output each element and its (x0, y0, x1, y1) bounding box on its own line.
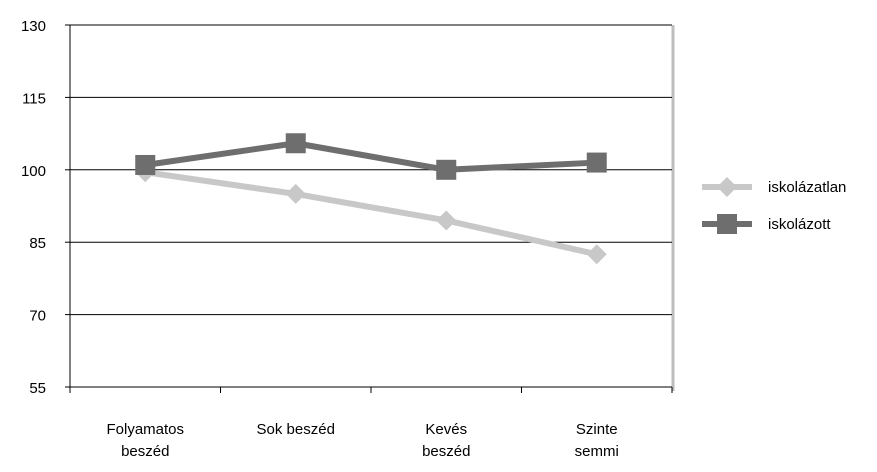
x-tick-label: Sok beszéd (257, 421, 335, 438)
y-tick-label: 70 (29, 308, 46, 325)
data-point-iskolázott (285, 133, 306, 154)
y-tick-label: 130 (21, 18, 46, 35)
x-axis-ticks: Folyamatos beszéd Sok beszéd Kevés beszéd Szi… (69, 387, 673, 460)
series-line-iskolázatlan (144, 169, 598, 258)
x-tick-label: Kevés beszéd (422, 421, 470, 460)
data-point-iskolázatlan (586, 244, 607, 265)
legend-label-iskolázott: iskolázott (768, 216, 831, 233)
y-tick-label: 115 (22, 90, 46, 107)
x-tick-label: Szinte semmi (575, 421, 619, 460)
series-group (135, 133, 607, 265)
legend-marker-iskolázott (717, 214, 737, 234)
data-point-iskolázott (586, 152, 607, 173)
data-point-iskolázatlan (436, 210, 457, 231)
legend-marker-iskolázatlan (717, 177, 737, 197)
series-line-iskolázott (144, 140, 597, 173)
gridlines (70, 24, 672, 316)
x-tick-label: Folyamatos beszéd (106, 421, 184, 460)
legend-label-iskolázatlan: iskolázatlan (768, 179, 846, 196)
y-tick-label: 55 (29, 380, 46, 397)
y-tick-label: 85 (29, 235, 46, 252)
data-point-iskolázatlan (285, 183, 306, 204)
y-tick-label: 100 (21, 163, 46, 180)
data-point-iskolázott (135, 154, 156, 175)
data-point-iskolázott (436, 159, 457, 180)
y-axis-ticks: 55 70 85 100 115 130 (21, 18, 70, 397)
legend: iskolázatlan iskolázott (702, 177, 846, 234)
